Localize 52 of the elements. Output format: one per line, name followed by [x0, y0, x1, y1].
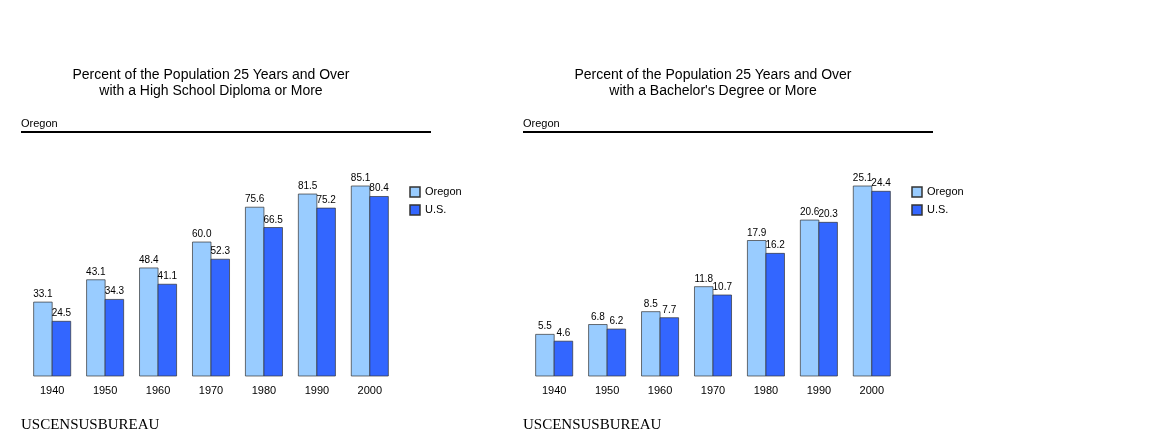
data-label: 16.2 [765, 239, 786, 251]
data-label: 8.5 [643, 297, 659, 309]
data-label: 4.6 [556, 327, 571, 339]
data-label: 25.1 [852, 172, 873, 183]
x-tick-label: 1940 [39, 383, 65, 396]
data-label: 48.4 [139, 253, 159, 265]
data-label: 66.5 [263, 213, 284, 225]
data-label: 20.3 [818, 208, 839, 220]
data-label: 43.1 [86, 265, 107, 277]
data-label: 10.7 [712, 281, 733, 292]
chart-title: Percent of the Population 25 Years and Over with a High School Diploma or More [72, 66, 350, 98]
x-tick-label: 1990 [806, 383, 832, 396]
x-tick-label: 2000 [859, 383, 885, 396]
data-label: 34.3 [104, 285, 125, 297]
data-label: 60.0 [192, 228, 212, 240]
x-tick-label: 1960 [145, 383, 171, 396]
x-tick-label: 1970 [700, 383, 726, 396]
data-label: 7.7 [662, 303, 677, 315]
x-tick-label: 1950 [594, 383, 620, 396]
x-tick-label: 1990 [304, 383, 330, 396]
legend-label: Oregon [425, 185, 462, 197]
data-label: 11.8 [694, 272, 714, 284]
data-label: 80.4 [369, 182, 390, 194]
text: Oregon [523, 117, 560, 129]
text: USCENSUSBUREAU [523, 416, 662, 432]
x-tick-label: 1970 [198, 383, 224, 396]
legend-label: U.S. [425, 203, 447, 215]
data-label: 81.5 [297, 180, 318, 192]
data-label: 20.6 [799, 206, 820, 218]
data-label: 85.1 [350, 172, 371, 183]
x-tick-label: 1950 [92, 383, 118, 396]
data-label: 6.2 [609, 315, 624, 327]
data-label: 17.9 [746, 226, 767, 238]
data-label: 6.8 [590, 310, 606, 322]
x-tick-label: 1940 [541, 383, 567, 396]
data-label: 24.4 [871, 177, 892, 189]
data-label: 5.5 [537, 320, 553, 332]
x-tick-label: 1980 [753, 383, 779, 396]
data-label: 75.6 [244, 193, 265, 205]
x-tick-label: 2000 [357, 383, 383, 396]
x-tick-label: 1960 [647, 383, 673, 396]
data-label: 24.5 [51, 307, 72, 319]
data-label: 75.2 [316, 194, 337, 206]
data-label: 41.1 [157, 270, 178, 282]
legend-label: U.S. [927, 203, 949, 215]
text: USCENSUSBUREAU [21, 416, 160, 432]
chart-title: Percent of the Population 25 Years and Over with a Bachelor's Degree or More [574, 66, 852, 98]
x-tick-label: 1980 [251, 383, 277, 396]
data-label: 52.3 [210, 245, 231, 257]
legend-label: Oregon [927, 185, 964, 197]
text: Oregon [21, 117, 58, 129]
data-label: 33.1 [33, 288, 54, 300]
